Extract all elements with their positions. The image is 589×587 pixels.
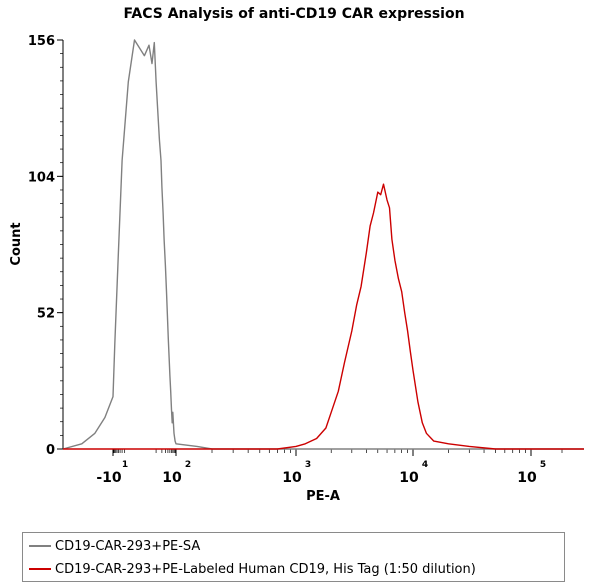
x-tick-label: 10 [399,470,419,486]
x-tick-label: 10 [162,470,182,486]
y-tick-label: 52 [37,307,55,322]
series-lines [62,39,584,450]
y-axis-label: Count [9,222,24,265]
x-tick-exponent: 1 [122,460,128,470]
y-tick-label: 0 [46,443,55,458]
x-tick-exponent: 3 [305,460,311,470]
x-axis-label: PE-A [306,489,340,504]
x-tick-label: 10 [282,470,302,486]
legend-label: CD19-CAR-293+PE-SA [55,538,201,554]
legend-label: CD19-CAR-293+PE-Labeled Human CD19, His … [55,561,476,577]
series-line-0 [62,39,584,450]
legend-item-pe-sa: CD19-CAR-293+PE-SA [29,536,200,556]
y-tick-label: 156 [28,34,55,49]
x-tick-label: 10 [517,470,537,486]
legend-item-cd19: CD19-CAR-293+PE-Labeled Human CD19, His … [29,559,476,579]
x-tick-exponent: 5 [540,460,546,470]
y-ticks: 0 52 104 156 [28,34,63,458]
legend-swatch-gray [29,545,51,547]
x-tick-exponent: 2 [185,460,191,470]
legend-swatch-red [29,568,51,570]
x-tick-exponent: 4 [422,460,428,470]
y-tick-label: 104 [28,170,55,185]
chart-title: FACS Analysis of anti-CD19 CAR expressio… [123,6,464,22]
series-line-1 [63,183,584,450]
x-tick-label: -10 [96,470,122,486]
legend: CD19-CAR-293+PE-SA CD19-CAR-293+PE-Label… [22,532,565,582]
